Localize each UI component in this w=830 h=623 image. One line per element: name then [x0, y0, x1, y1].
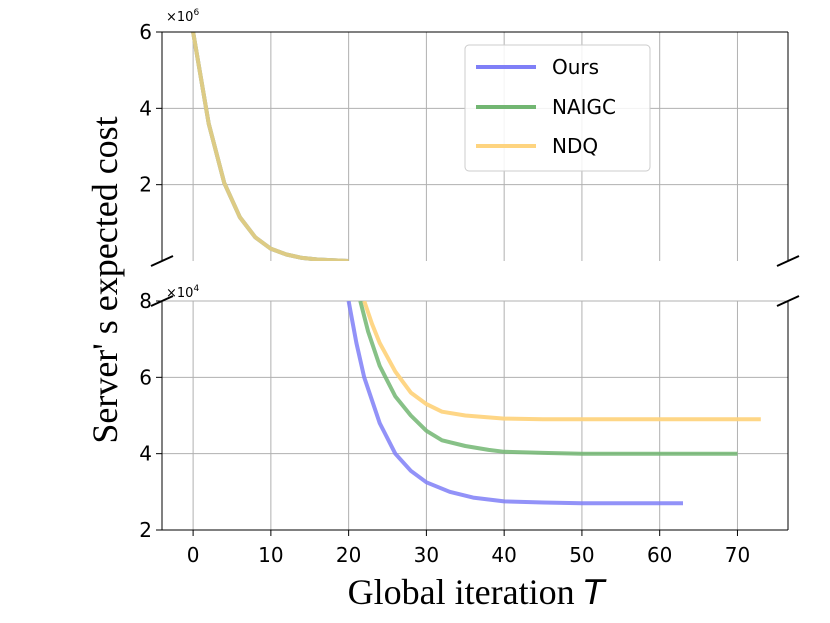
xtick-label-60: 60	[647, 543, 672, 567]
x-axis-label-variable: T	[584, 573, 607, 613]
legend: Ours NAIGC NDQ	[464, 44, 651, 172]
bottom-series-line-ndq	[362, 301, 761, 422]
svg-text:×106: ×106	[166, 8, 199, 25]
xtick-label-30: 30	[414, 543, 439, 567]
top-ytick-label-2: 2	[139, 173, 152, 197]
x-axis-label: Global iteration T	[348, 572, 607, 613]
bottom-multiplier-exp: 4	[193, 284, 199, 294]
legend-frame	[464, 44, 651, 172]
xtick-label-40: 40	[491, 543, 516, 567]
bottom-ytick-label-4: 4	[139, 442, 152, 466]
top-multiplier-exp: 6	[193, 8, 199, 18]
x-axis-label-text: Global iteration	[348, 572, 575, 612]
xtick-label-50: 50	[569, 543, 594, 567]
top-ytick-label-4: 4	[139, 96, 152, 120]
svg-text:×104: ×104	[166, 284, 199, 301]
y-axis-label: Server' s expected cost	[85, 116, 125, 443]
bottom-ytick-label-8: 8	[139, 289, 152, 313]
break-mark-bottom-right	[776, 295, 800, 307]
bottom-ytick-label-2: 2	[139, 518, 152, 542]
legend-label-ours: Ours	[552, 55, 599, 79]
xtick-label-10: 10	[258, 543, 283, 567]
top-ytick-label-6: 6	[139, 20, 152, 44]
bottom-multiplier-base: ×10	[166, 286, 193, 301]
bottom-multiplier: ×104	[166, 284, 199, 301]
legend-label-ndq: NDQ	[552, 134, 598, 158]
break-mark-bottom-left	[150, 295, 174, 307]
break-mark-top-left	[150, 255, 174, 267]
xtick-label-70: 70	[725, 543, 750, 567]
legend-label-naigc: NAIGC	[552, 95, 616, 119]
xtick-label-0: 0	[187, 543, 200, 567]
xtick-label-20: 20	[336, 543, 361, 567]
top-series-line-ndq	[191, 32, 349, 261]
bottom-panel: 2 4 6 8 0 10 20 30 40 50 60 70	[139, 289, 800, 567]
break-mark-top-right	[776, 255, 800, 267]
top-multiplier: ×106	[166, 8, 199, 25]
bottom-ytick-label-6: 6	[139, 365, 152, 389]
bottom-series-line-ours	[346, 301, 683, 506]
bottom-series-line-naigc	[358, 301, 738, 456]
top-multiplier-base: ×10	[166, 10, 193, 25]
